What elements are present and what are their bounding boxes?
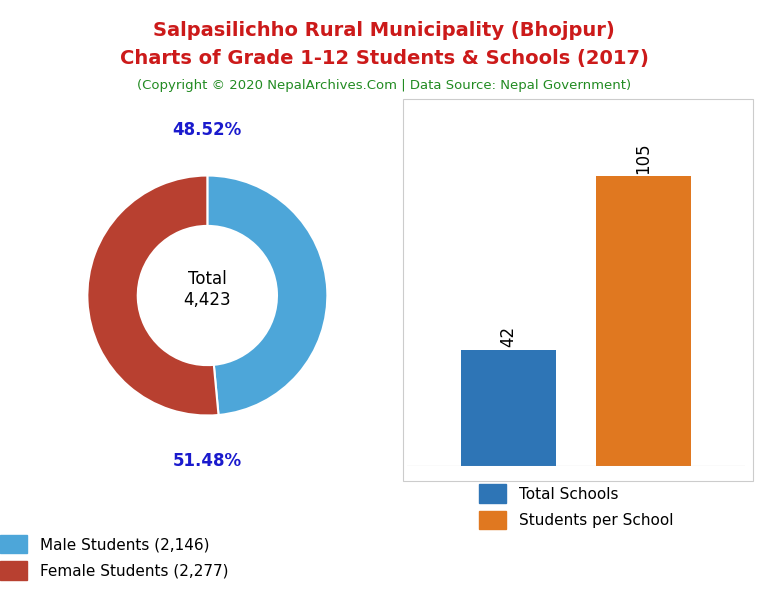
- Bar: [461, 350, 556, 466]
- Wedge shape: [88, 176, 219, 416]
- Text: Total
4,423: Total 4,423: [184, 270, 231, 309]
- Text: 105: 105: [634, 142, 653, 174]
- Text: Salpasilichho Rural Municipality (Bhojpur): Salpasilichho Rural Municipality (Bhojpu…: [153, 21, 615, 40]
- Legend: Male Students (2,146), Female Students (2,277): Male Students (2,146), Female Students (…: [0, 527, 236, 587]
- Wedge shape: [207, 176, 327, 415]
- Bar: [596, 176, 691, 466]
- Text: 51.48%: 51.48%: [173, 452, 242, 470]
- Text: (Copyright © 2020 NepalArchives.Com | Data Source: Nepal Government): (Copyright © 2020 NepalArchives.Com | Da…: [137, 79, 631, 92]
- Legend: Total Schools, Students per School: Total Schools, Students per School: [472, 476, 680, 537]
- Text: Charts of Grade 1-12 Students & Schools (2017): Charts of Grade 1-12 Students & Schools …: [120, 49, 648, 68]
- Text: 42: 42: [499, 326, 518, 347]
- Text: 48.52%: 48.52%: [173, 121, 242, 139]
